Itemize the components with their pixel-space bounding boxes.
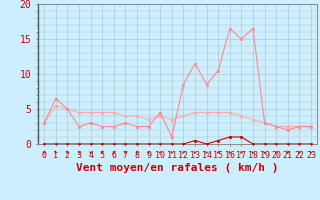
X-axis label: Vent moyen/en rafales ( km/h ): Vent moyen/en rafales ( km/h )	[76, 163, 279, 173]
